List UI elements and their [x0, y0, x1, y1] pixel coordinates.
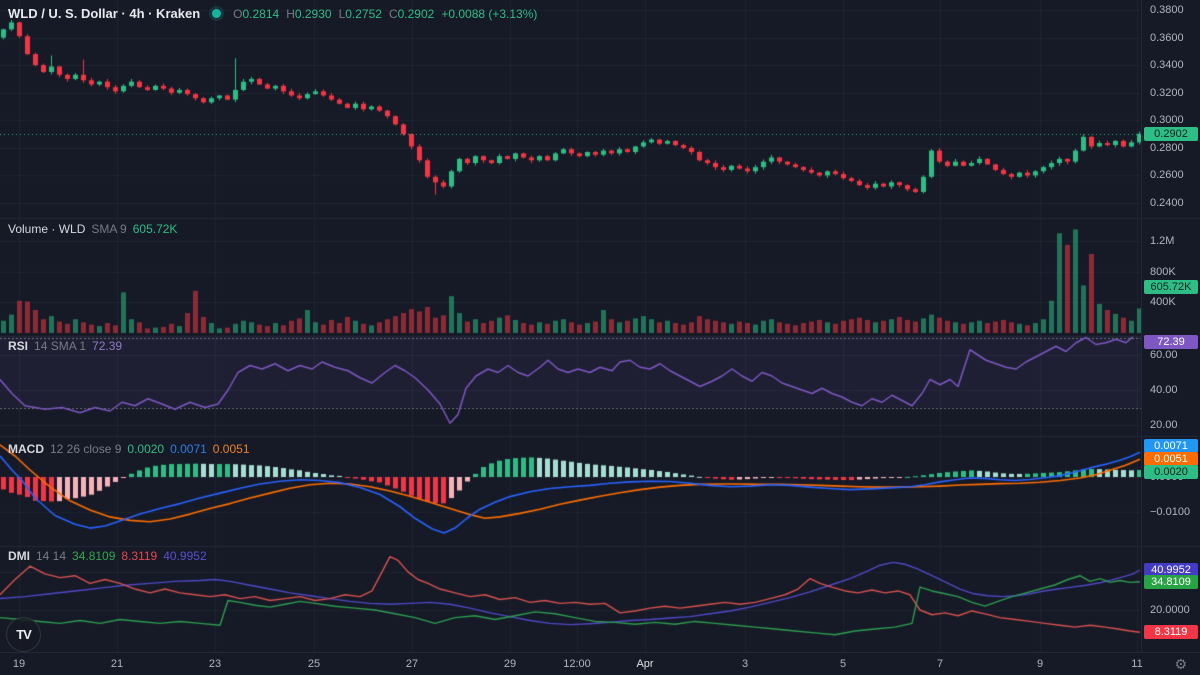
axis-tick-label: 0.3400 [1150, 59, 1184, 72]
market-status-icon [212, 9, 222, 18]
dmi-adx-value: 40.9952 [163, 549, 207, 563]
volume-legend[interactable]: Volume · WLD SMA 9 605.72K [8, 222, 177, 236]
axis-tick-label: 1.2M [1150, 234, 1175, 247]
rsi-legend[interactable]: RSI 14 SMA 1 72.39 [8, 339, 122, 353]
macd-line-value: 0.0071 [170, 442, 207, 456]
volume-value: 605.72K [132, 222, 178, 236]
time-axis[interactable]: ⚙ 19 21 23 25 27 29 12:00 Apr 3 5 7 9 11 [0, 652, 1200, 675]
time-axis-label: 21 [110, 658, 124, 670]
time-axis-label: 11 [1131, 658, 1143, 670]
axis-tick-label: 0.3600 [1150, 31, 1184, 44]
rsi-value: 72.39 [92, 339, 123, 353]
high-value: 0.2930 [294, 6, 332, 21]
time-axis-label: 3 [741, 658, 749, 670]
time-axis-label: 9 [1036, 658, 1044, 670]
close-value: 0.2902 [397, 6, 435, 21]
axis-tick-label: 400K [1150, 296, 1176, 309]
tradingview-logo[interactable]: TV [6, 617, 41, 652]
axis-tick-label: 60.00 [1150, 349, 1178, 361]
axis-tick-label: −0.0100 [1150, 506, 1191, 518]
macd-signal-value: 0.0051 [212, 442, 250, 456]
axis-value-badge: 0.0051 [1144, 452, 1198, 466]
open-value: 0.2814 [242, 6, 280, 21]
time-axis-label: 27 [405, 658, 419, 670]
axis-value-badge: 40.9952 [1144, 563, 1198, 577]
time-axis-label: 12:00 [563, 658, 591, 670]
change-value: +0.0088 (+3.13%) [441, 6, 538, 21]
time-axis-label: 7 [936, 658, 944, 670]
symbol-title[interactable]: WLD / U. S. Dollar · 4h · Kraken [8, 6, 201, 21]
axis-value-badge: 72.39 [1144, 335, 1198, 349]
axis-tick-label: 40.00 [1150, 384, 1178, 396]
axis-tick-label: 0.2800 [1150, 141, 1184, 154]
axis-tick-label: 0.2400 [1150, 197, 1184, 209]
axis-value-badge: 8.3119 [1144, 625, 1198, 640]
time-axis-label: 25 [307, 658, 321, 670]
price-axis[interactable]: 0.3800 0.3600 0.3400 0.3200 0.3000 0.2800 0.26… [1141, 0, 1200, 652]
axis-value-badge: 0.0071 [1144, 439, 1198, 453]
volume-title: Volume · WLD [8, 222, 86, 236]
high-label: H [286, 6, 295, 21]
time-axis-label: 23 [208, 658, 222, 670]
time-axis-label: 5 [839, 658, 847, 670]
volume-params: SMA 9 [91, 222, 127, 236]
macd-hist-value: 0.0020 [127, 442, 165, 456]
low-label: L [338, 6, 346, 21]
ohlc-values: O0.2814 H0.2930 L0.2752 C0.2902 +0.0088 … [233, 7, 537, 21]
dmi-minus-value: 8.3119 [121, 549, 158, 563]
open-label: O [233, 6, 243, 21]
close-label: C [388, 6, 398, 21]
gear-icon[interactable]: ⚙ [1174, 656, 1187, 672]
axis-tick-label: 0.3800 [1150, 4, 1184, 16]
axis-tick-label: 0.2600 [1150, 169, 1184, 182]
axis-tick-label: 800K [1150, 265, 1176, 278]
dmi-plus-value: 34.8109 [72, 549, 116, 563]
axis-tick-label: 0.3000 [1150, 114, 1184, 127]
dmi-title: DMI [8, 549, 30, 563]
macd-title: MACD [8, 442, 44, 456]
axis-value-badge: 0.2902 [1144, 126, 1198, 141]
axis-tick-label: 20.0000 [1150, 604, 1190, 616]
axis-value-badge: 605.72K [1144, 279, 1198, 294]
time-axis-label: 19 [12, 658, 26, 670]
low-value: 0.2752 [345, 6, 382, 21]
rsi-params: 14 SMA 1 [34, 339, 87, 353]
axis-tick-label: 0.3200 [1150, 86, 1184, 99]
macd-params: 12 26 close 9 [50, 442, 122, 456]
dmi-legend[interactable]: DMI 14 14 34.8109 8.3119 40.9952 [8, 549, 207, 563]
macd-legend[interactable]: MACD 12 26 close 9 0.0020 0.0071 0.0051 [8, 442, 250, 456]
axis-tick-label: 20.00 [1150, 419, 1178, 431]
time-axis-label: Apr [636, 658, 654, 670]
rsi-title: RSI [8, 339, 29, 353]
symbol-header[interactable]: WLD / U. S. Dollar · 4h · Kraken O0.2814… [8, 6, 537, 21]
dmi-params: 14 14 [36, 549, 67, 563]
time-axis-label: 29 [503, 658, 517, 670]
axis-value-badge: 0.0020 [1144, 465, 1198, 479]
axis-value-badge: 34.8109 [1144, 574, 1198, 589]
